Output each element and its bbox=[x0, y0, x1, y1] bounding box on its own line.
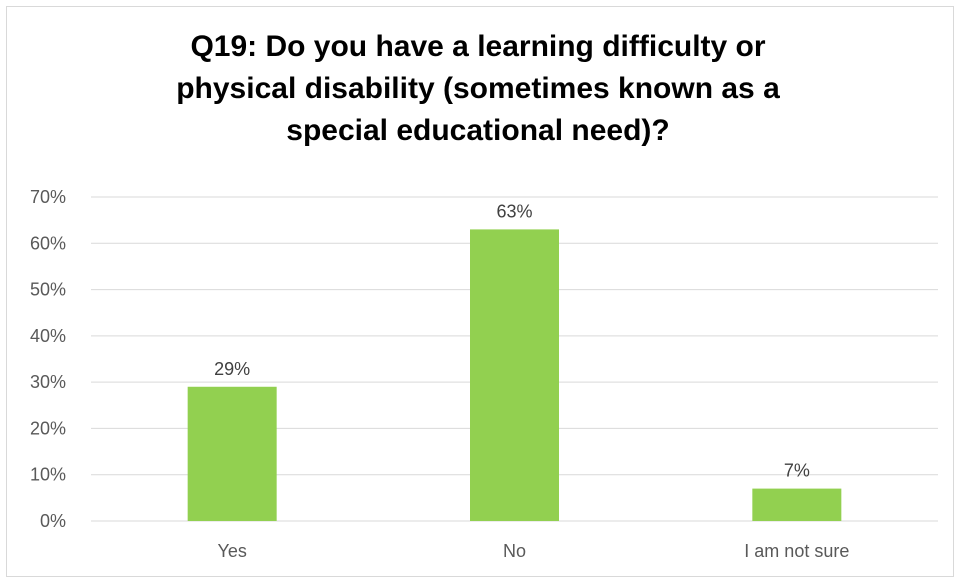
bar-0 bbox=[187, 386, 277, 521]
x-tick-label: I am not sure bbox=[744, 541, 849, 561]
data-label: 7% bbox=[784, 461, 810, 481]
y-tick-label: 10% bbox=[30, 465, 66, 485]
data-label: 63% bbox=[496, 201, 532, 221]
chart-title: Q19: Do you have a learning difficulty o… bbox=[176, 30, 780, 147]
y-tick-label: 70% bbox=[30, 187, 66, 207]
bar-2 bbox=[752, 488, 842, 521]
bar-1 bbox=[470, 229, 559, 521]
y-tick-label: 60% bbox=[30, 233, 66, 253]
y-tick-label: 40% bbox=[30, 326, 66, 346]
y-tick-label: 30% bbox=[30, 372, 66, 392]
y-tick-label: 0% bbox=[40, 511, 66, 531]
x-tick-label: No bbox=[503, 541, 526, 561]
data-label: 29% bbox=[214, 359, 250, 379]
y-tick-label: 50% bbox=[30, 280, 66, 300]
y-tick-label: 20% bbox=[30, 418, 66, 438]
x-tick-label: Yes bbox=[217, 541, 246, 561]
